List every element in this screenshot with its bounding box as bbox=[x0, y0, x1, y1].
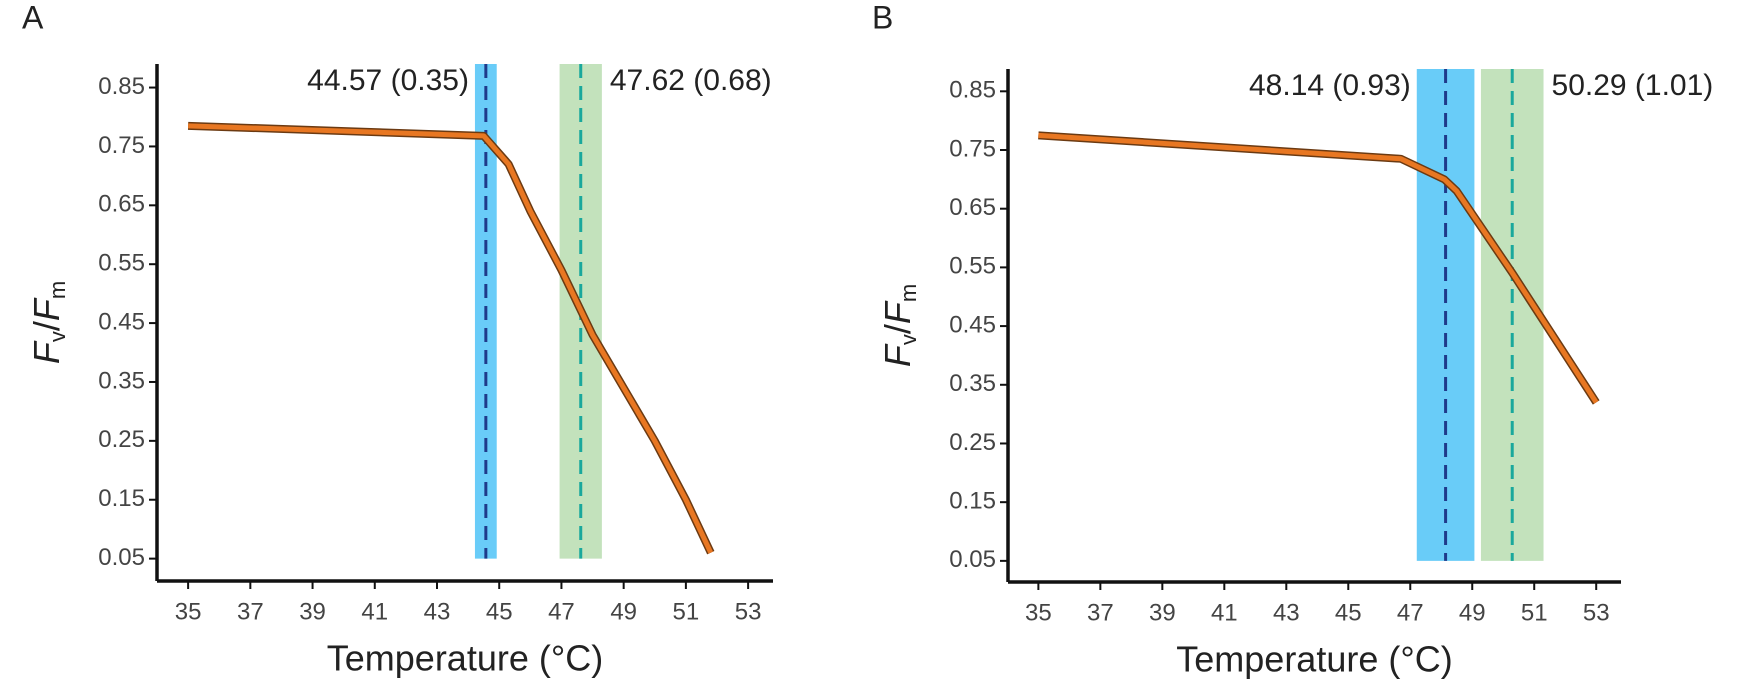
data-line bbox=[1038, 132, 1599, 404]
x-tick-label: 39 bbox=[299, 598, 326, 625]
y-tick-label: 0.45 bbox=[949, 311, 996, 338]
y-tick-label: 0.35 bbox=[949, 370, 996, 397]
x-tick-label: 51 bbox=[1521, 599, 1548, 626]
x-tick-label: 49 bbox=[610, 598, 637, 625]
x-tick-label: 41 bbox=[361, 598, 388, 625]
y-tick-label: 0.65 bbox=[949, 194, 996, 221]
y-tick-label: 0.15 bbox=[949, 488, 996, 515]
y-tick-label: 0.05 bbox=[949, 546, 996, 573]
annotation-label: 50.29 (1.01) bbox=[1552, 69, 1714, 102]
y-tick-label: 0.75 bbox=[949, 135, 996, 162]
x-tick-label: 45 bbox=[1335, 599, 1362, 626]
panel-label: B bbox=[872, 0, 893, 35]
annotation-label: 48.14 (0.93) bbox=[1249, 69, 1411, 102]
x-tick-label: 45 bbox=[486, 598, 513, 625]
x-tick-label: 35 bbox=[175, 598, 202, 625]
y-tick-label: 0.15 bbox=[98, 485, 145, 512]
y-tick-label: 0.85 bbox=[98, 73, 145, 100]
y-axis-label: Fv/Fm bbox=[26, 281, 70, 364]
x-tick-label: 39 bbox=[1149, 599, 1176, 626]
x-tick-label: 43 bbox=[424, 598, 451, 625]
y-tick-label: 0.85 bbox=[949, 77, 996, 104]
x-tick-label: 47 bbox=[548, 598, 575, 625]
y-tick-label: 0.25 bbox=[949, 429, 996, 456]
y-tick-label: 0.55 bbox=[98, 250, 145, 277]
x-tick-label: 47 bbox=[1397, 599, 1424, 626]
annotation-label: 44.57 (0.35) bbox=[307, 64, 469, 97]
x-tick-label: 49 bbox=[1459, 599, 1486, 626]
x-tick-label: 37 bbox=[1087, 599, 1114, 626]
y-tick-label: 0.25 bbox=[98, 426, 145, 453]
x-tick-label: 53 bbox=[735, 598, 762, 625]
panel-label: A bbox=[22, 0, 44, 35]
line-outline bbox=[187, 121, 715, 555]
x-tick-label: 53 bbox=[1583, 599, 1610, 626]
y-tick-label: 0.65 bbox=[98, 191, 145, 218]
y-tick-label: 0.05 bbox=[98, 544, 145, 571]
y-tick-label: 0.45 bbox=[98, 308, 145, 335]
x-tick-label: 37 bbox=[237, 598, 264, 625]
data-line bbox=[188, 123, 714, 554]
x-axis-label: Temperature (°C) bbox=[1176, 639, 1452, 680]
x-tick-label: 35 bbox=[1025, 599, 1052, 626]
x-tick-label: 51 bbox=[673, 598, 700, 625]
x-tick-label: 43 bbox=[1273, 599, 1300, 626]
y-tick-label: 0.75 bbox=[98, 132, 145, 159]
x-tick-label: 41 bbox=[1211, 599, 1238, 626]
annotation-label: 47.62 (0.68) bbox=[610, 64, 772, 97]
y-tick-label: 0.35 bbox=[98, 367, 145, 394]
x-axis-label: Temperature (°C) bbox=[327, 638, 603, 679]
y-tick-label: 0.55 bbox=[949, 253, 996, 280]
y-axis-label: Fv/Fm bbox=[877, 284, 921, 367]
